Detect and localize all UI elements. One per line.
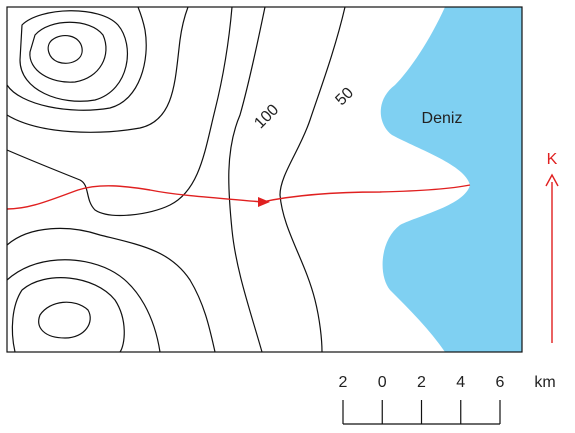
contour bbox=[38, 301, 91, 339]
map: 100 50 Deniz bbox=[6, 6, 523, 353]
scale-label: 2 bbox=[339, 374, 348, 391]
contour bbox=[6, 227, 216, 353]
north-label: K bbox=[547, 151, 558, 168]
scale-label: 4 bbox=[456, 374, 465, 391]
scale-label: 0 bbox=[378, 374, 387, 391]
sea-label: Deniz bbox=[422, 110, 463, 127]
sea bbox=[380, 7, 522, 352]
scale-label: 2 bbox=[417, 374, 426, 391]
contour bbox=[6, 259, 161, 353]
contours bbox=[6, 6, 346, 353]
contour bbox=[29, 21, 107, 83]
contour bbox=[6, 6, 233, 216]
contour bbox=[6, 6, 189, 133]
scale-bar: km 2 0 2 4 6 bbox=[339, 374, 556, 425]
river bbox=[6, 184, 471, 210]
contour-100 bbox=[228, 6, 266, 353]
map-frame bbox=[6, 6, 523, 353]
river-arrow bbox=[258, 197, 270, 207]
north-arrow: K bbox=[545, 151, 559, 343]
contour bbox=[11, 277, 125, 353]
scale-label: 6 bbox=[496, 374, 505, 391]
contour bbox=[47, 34, 83, 64]
contour bbox=[19, 10, 129, 102]
scale-unit: km bbox=[534, 374, 555, 391]
north-arrow-head bbox=[545, 173, 559, 187]
contour bbox=[6, 6, 147, 111]
contour-50 bbox=[279, 6, 346, 353]
